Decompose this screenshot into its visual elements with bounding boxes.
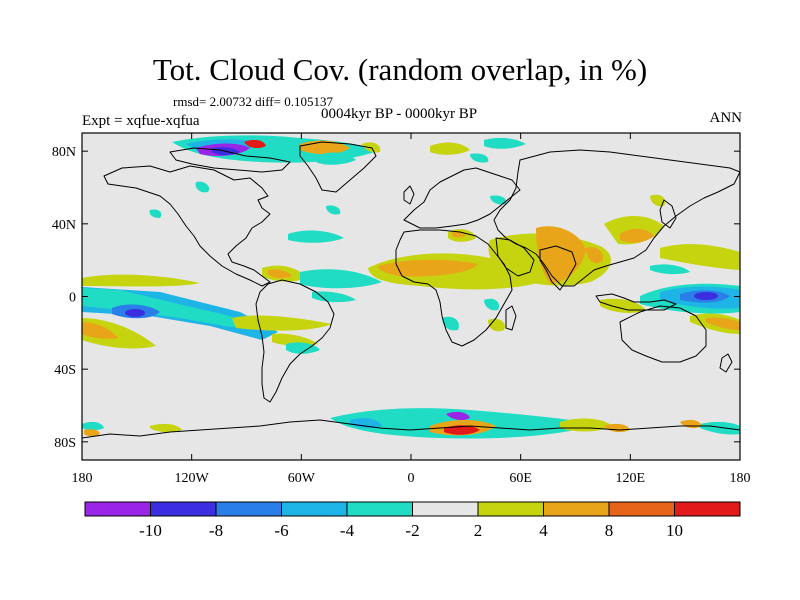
lat-tick-label: 80S [54, 436, 76, 451]
coast-uk [403, 185, 415, 205]
anomaly-antarctic-teal-east [700, 421, 740, 435]
coast-new-zealand [719, 353, 733, 373]
season-label: ANN [709, 110, 743, 126]
colorbar-swatch [215, 501, 282, 517]
plot-title: Tot. Cloud Cov. (random overlap, in %) [152, 52, 648, 87]
anomaly-arctic-teal-4 [470, 153, 489, 163]
anomaly-antarctic-teal-west [82, 421, 104, 431]
coast-canadian-arctic [169, 147, 291, 173]
coast-arabia [495, 237, 535, 277]
anomaly-sw-pacific-orange [706, 317, 740, 330]
anomaly-indonesia-yellow [600, 298, 646, 313]
colorbar-swatch [608, 501, 675, 517]
colorbar-swatch [543, 501, 610, 517]
anomaly-arctic-yellow-2 [430, 142, 470, 155]
anomaly-caribbean-orange [268, 269, 292, 279]
lon-tick-label: 0 [408, 471, 415, 486]
lon-tick-label: 120W [175, 471, 210, 486]
lon-tick-label: 120E [616, 471, 646, 486]
colorbar-swatch [412, 501, 479, 517]
colorbar-label: 8 [605, 521, 614, 540]
colorbar-swatch [477, 501, 544, 517]
latitude-axis: 80N 40N 0 40S 80S [52, 145, 740, 451]
anomaly-pacific-darkblue [125, 309, 145, 317]
anomaly-atlantic-teal [300, 269, 382, 289]
anomaly-chile-yellow [272, 333, 318, 347]
anomaly-atlantic-teal-2 [312, 291, 356, 303]
anomaly-canada-teal [149, 209, 162, 218]
anomaly-arctic-red [244, 139, 266, 149]
anomaly-pacific-positive-north [82, 274, 200, 287]
experiment-label: Expt = xqfue-xqfua [82, 113, 200, 129]
anomaly-nw-pacific-teal [650, 264, 690, 275]
coast-madagascar [505, 305, 517, 331]
anomaly-nw-pacific-yellow [660, 244, 740, 270]
coast-antarctica [82, 419, 740, 439]
colorbar-label: 10 [666, 521, 683, 540]
lon-tick-label: 180 [72, 471, 93, 486]
colorbar-label: -6 [274, 521, 288, 540]
anomaly-nw-atlantic-teal [288, 230, 344, 243]
colorbar-label: -8 [209, 521, 223, 540]
anomaly-east-pacific-yellow [232, 315, 332, 331]
colorbar-swatch [281, 501, 348, 517]
lon-tick-label: 60E [509, 471, 532, 486]
lat-tick-label: 0 [69, 291, 76, 306]
colorbar-label: -10 [139, 521, 162, 540]
coast-japan [659, 199, 677, 229]
coast-australia [619, 305, 707, 363]
coast-africa [395, 229, 513, 347]
colorbar-label: -4 [340, 521, 355, 540]
anomaly-japan-yellow [650, 194, 666, 207]
anomaly-antarctic-yellow-west [150, 423, 182, 433]
coast-greenland [299, 141, 377, 193]
anomaly-india-orange [536, 226, 586, 284]
colorbar [84, 501, 741, 517]
coastlines [82, 141, 740, 439]
lon-tick-label: 60W [288, 471, 316, 486]
coast-india [539, 245, 577, 291]
anomaly-antarctic-orange-west [84, 429, 100, 437]
colorbar-swatch [674, 501, 741, 517]
lat-tick-label: 40N [52, 218, 76, 233]
colorbar-labels: -10 -8 -6 -4 -2 2 4 8 10 [139, 521, 683, 540]
colorbar-swatch [150, 501, 217, 517]
anomaly-arctic-teal-3 [484, 137, 526, 149]
colorbar-label: 2 [474, 521, 483, 540]
longitude-axis: 180 120W 60W 0 60E 120E 180 [72, 133, 751, 486]
anomaly-east-asia-orange [620, 228, 654, 243]
coast-north-america [103, 165, 271, 287]
coast-south-america [255, 279, 335, 403]
rmsd-diff-stats: rmsd= 2.00732 diff= 0.105137 [173, 94, 333, 109]
lat-tick-label: 80N [52, 145, 76, 160]
colorbar-label: -2 [405, 521, 419, 540]
anomaly-south-pacific-orange [82, 322, 118, 339]
anomaly-europe-teal [490, 195, 507, 205]
plot-subtitle: 0004kyr BP - 0000kyr BP [321, 106, 478, 122]
anomaly-madagascar-teal [442, 316, 459, 331]
anomaly-sahel-orange [378, 259, 478, 277]
anomaly-arctic-teal-2 [316, 152, 356, 165]
coast-europe [403, 167, 521, 229]
anomaly-antarctic-purple [446, 411, 470, 421]
anomaly-pacific-teal-edge [82, 288, 250, 327]
coast-asia [493, 149, 740, 287]
anomaly-us-teal [195, 181, 210, 193]
lat-tick-label: 40S [54, 363, 76, 378]
anomaly-bay-bengal-orange [586, 246, 603, 264]
colorbar-label: 4 [539, 521, 548, 540]
anomaly-wpac-darkblue [694, 292, 718, 300]
anomaly-east-africa-teal [484, 298, 500, 311]
anomaly-bermuda-teal [326, 205, 341, 215]
colorbar-swatch [84, 501, 151, 517]
anomaly-antarctic-lightblue [350, 418, 382, 429]
anomaly-brazil-teal [286, 342, 320, 354]
lon-tick-label: 180 [730, 471, 751, 486]
colorbar-swatch [346, 501, 413, 517]
coast-indonesia [595, 293, 677, 311]
